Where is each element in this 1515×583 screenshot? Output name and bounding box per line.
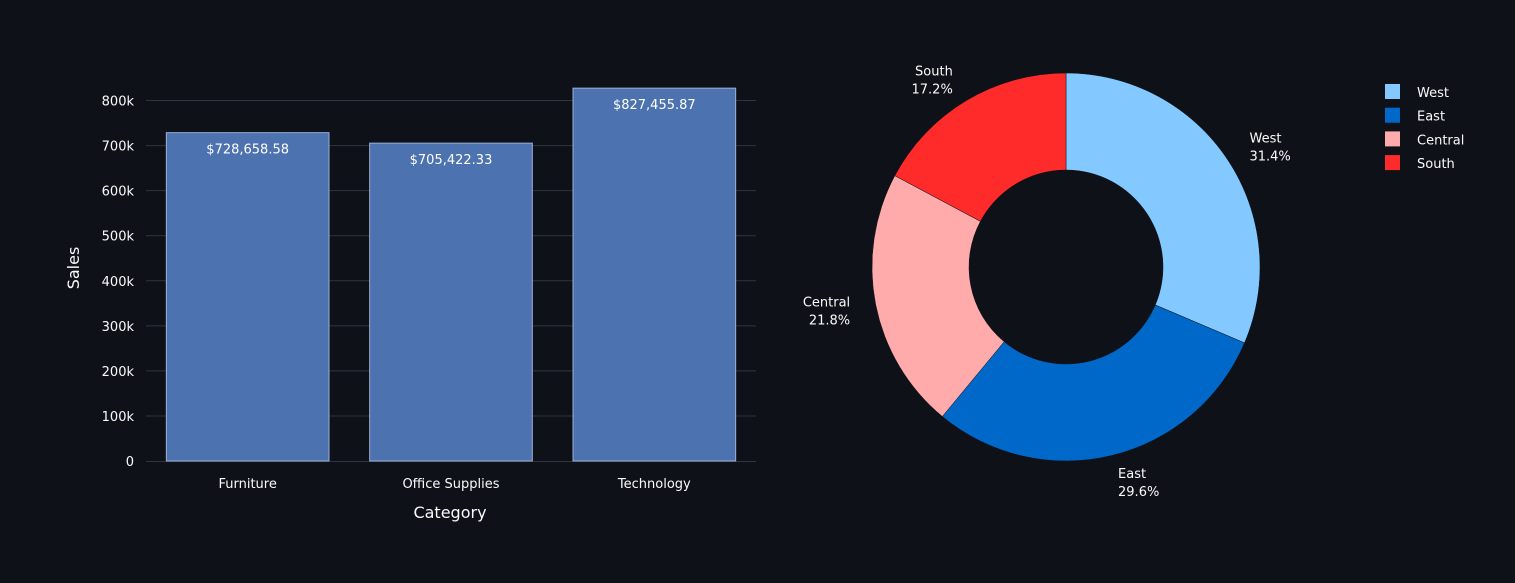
y-tick-label: 200k [102, 365, 135, 380]
y-tick-label: 700k [102, 140, 135, 155]
donut-percent-label: 31.4% [1249, 150, 1290, 165]
y-tick-label: 800k [102, 95, 135, 110]
legend[interactable]: West East Central South [1385, 84, 1464, 172]
x-tick-label: Technology [617, 477, 691, 492]
bar-bars [165, 87, 737, 462]
bar-value-labels: $728,658.58 $705,422.33 $827,455.87 [206, 98, 695, 168]
donut-label: West [1249, 132, 1281, 147]
legend-label[interactable]: West [1417, 86, 1449, 101]
bar[interactable] [369, 142, 533, 462]
donut-label: East [1118, 467, 1146, 482]
legend-swatch[interactable] [1385, 131, 1400, 147]
donut-percent-label: 21.8% [809, 314, 850, 329]
y-tick-label: 500k [102, 230, 135, 245]
bar-x-ticks: Furniture Office Supplies Technology [218, 477, 691, 492]
donut-slice-east[interactable] [941, 304, 1245, 462]
bar[interactable] [572, 87, 737, 462]
donut-slice-south[interactable] [894, 72, 1067, 222]
y-axis-title: Sales [64, 247, 83, 290]
donut-percent-label: 29.6% [1118, 485, 1159, 500]
legend-swatch[interactable] [1385, 107, 1400, 123]
legend-label[interactable]: South [1417, 157, 1455, 172]
bar-value-label: $728,658.58 [206, 143, 289, 158]
donut-labels: West 31.4% East 29.6% Central 21.8% South 17.2% [803, 64, 1291, 499]
y-tick-label: 100k [102, 410, 135, 425]
donut-slice-central[interactable] [871, 175, 1005, 417]
legend-swatch[interactable] [1385, 84, 1400, 99]
donut-slices [871, 72, 1261, 462]
bar[interactable] [165, 132, 330, 462]
bar-value-label: $705,422.33 [410, 153, 493, 168]
x-axis-title: Category [413, 503, 486, 522]
x-tick-label: Furniture [218, 477, 276, 492]
legend-swatch[interactable] [1385, 155, 1400, 171]
bar-value-label: $827,455.87 [613, 98, 696, 113]
y-tick-label: 0 [126, 455, 134, 470]
donut-label: Central [803, 296, 850, 311]
y-tick-label: 300k [102, 320, 135, 335]
y-tick-label: 400k [102, 275, 135, 290]
donut-percent-label: 17.2% [912, 82, 953, 97]
y-tick-label: 600k [102, 185, 135, 200]
legend-label[interactable]: East [1417, 110, 1445, 125]
bar-y-ticks: 0 100k 200k 300k 400k 500k 600k 700k 800k [102, 95, 135, 470]
x-tick-label: Office Supplies [402, 477, 499, 492]
legend-label[interactable]: Central [1417, 133, 1464, 148]
donut-label: South [915, 64, 953, 79]
donut-slice-west[interactable] [1065, 72, 1261, 344]
